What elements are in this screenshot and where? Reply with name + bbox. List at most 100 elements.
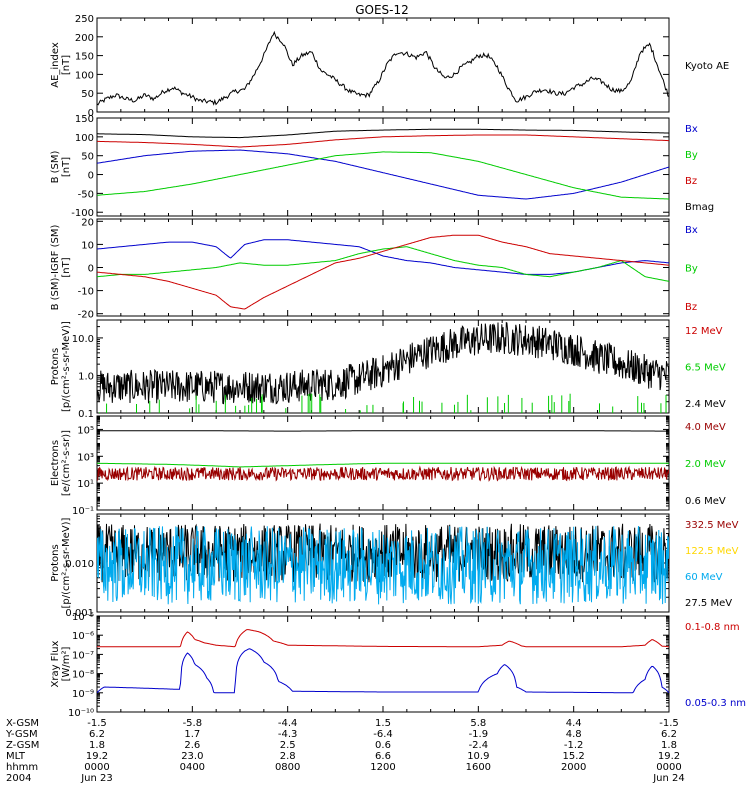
legend-2-0-mev: 2.0 MeV: [685, 459, 726, 470]
series-2-0-mev: [97, 462, 669, 468]
y-tick-label: 50: [81, 152, 94, 163]
y-tick-label: 0.010: [65, 559, 94, 570]
y-tick-label: 0: [88, 264, 94, 275]
y-axis-label: [e/(cm²-s-sr)]: [61, 430, 72, 496]
x-row-value: Jun 24: [652, 773, 685, 784]
y-tick-label: 10⁻⁶: [72, 631, 94, 642]
panel-b-sm: -100 -50 0 50 100 150 B (SM) [nT] Bx By Bz Bmag: [50, 114, 714, 219]
series-bz: [97, 134, 669, 148]
x-row-value: -5.8: [183, 718, 203, 729]
panel-frame: [96, 218, 670, 317]
x-row-value: 0400: [180, 762, 205, 773]
x-row-value: 1200: [370, 762, 395, 773]
series-by: [97, 246, 669, 282]
y-tick-label: 200: [75, 33, 94, 44]
series-bmag: [97, 128, 669, 139]
y-axis-label: [W/m²]: [61, 646, 72, 681]
x-row-value: 6.6: [375, 751, 391, 762]
x-row-value: 10.9: [467, 751, 489, 762]
series-0-05-0-3-nm: [97, 648, 669, 694]
panel-protons-high: 0.001 0.010 Protons [p/(cm²-s-sr-MeV)] 332.5…: [50, 513, 739, 619]
y-axis-label: [nT]: [61, 257, 72, 277]
series-by: [97, 151, 669, 200]
y-tick-label: 10⁻⁷: [72, 650, 94, 661]
x-row-value: 1.7: [184, 729, 200, 740]
x-row-value: 4.4: [566, 718, 582, 729]
legend-6-5-mev: 6.5 MeV: [685, 363, 726, 374]
x-row-value: 4.8: [566, 729, 582, 740]
x-row-value: 2000: [561, 762, 586, 773]
y-tick-label: 1.0: [78, 371, 94, 382]
panel-frame: [96, 17, 670, 113]
x-row-value: 19.2: [86, 751, 108, 762]
panels: 0 50 100 150 200 250 AE_index [nT] Kyoto AE -100 -…: [50, 14, 746, 719]
series-2-4-mev: [97, 321, 669, 405]
y-tick-label: 10⁻¹⁰: [68, 708, 94, 719]
legend-2-4-mev: 2.4 MeV: [685, 399, 726, 410]
series-kyoto-ae: [97, 30, 669, 106]
y-axis-label: B (SM): [50, 150, 61, 183]
x-row-label: MLT: [6, 751, 26, 762]
legend-0-6-mev: 0.6 MeV: [685, 496, 726, 507]
y-tick-label: 10⁵: [77, 425, 94, 436]
legend-by: By: [685, 264, 698, 275]
x-row-value: 15.2: [563, 751, 585, 762]
x-row-label: Z-GSM: [6, 740, 39, 751]
legend-bmag: Bmag: [685, 202, 714, 213]
y-tick-label: 0.001: [65, 608, 94, 619]
x-axis-table: X-GSM -1.5 -5.8 -4.4 1.5 5.8 4.4 -1.5Y-GSM 6.2 1.…: [5, 718, 685, 784]
y-tick-label: 150: [75, 114, 94, 125]
x-row-value: 0.6: [375, 740, 391, 751]
y-tick-label: 10⁻¹: [72, 506, 94, 517]
panel-electrons: 10⁻¹ 10¹ 10³ 10⁵ Electrons [e/(cm²-s-sr)] 4.0 …: [50, 415, 726, 517]
figure-title: GOES-12: [355, 3, 409, 17]
legend-bx: Bx: [685, 225, 698, 236]
y-tick-label: -20: [78, 310, 94, 321]
y-tick-label: 10³: [77, 452, 94, 463]
y-tick-label: 150: [75, 52, 94, 63]
y-axis-label: AE_index: [50, 42, 61, 88]
y-tick-label: 0.1: [78, 409, 94, 420]
legend-4-0-mev: 4.0 MeV: [685, 422, 726, 433]
legend-kyoto-ae: Kyoto AE: [685, 61, 729, 72]
legend-122-5-mev: 122.5 MeV: [685, 546, 739, 557]
y-tick-label: 10⁻⁵: [72, 612, 94, 623]
x-row-value: 1.5: [375, 718, 391, 729]
y-axis-label: Electrons: [50, 440, 61, 486]
x-row-value: 2.8: [280, 751, 296, 762]
x-row-value: -1.2: [564, 740, 584, 751]
x-row-value: -1.5: [87, 718, 107, 729]
x-row-value: 19.2: [658, 751, 680, 762]
x-row-value: 6.2: [89, 729, 105, 740]
x-row-label: X-GSM: [6, 718, 39, 729]
x-row-value: 1.8: [89, 740, 105, 751]
y-tick-label: 20: [81, 217, 94, 228]
y-axis-label: Protons: [50, 348, 61, 385]
x-row-value: 2.6: [184, 740, 200, 751]
legend-0-05-0-3-nm: 0.05-0.3 nm: [685, 698, 746, 709]
y-tick-label: 250: [75, 14, 94, 25]
x-row-value: -4.3: [278, 729, 298, 740]
legend-0-1-0-8-nm: 0.1-0.8 nm: [685, 622, 740, 633]
legend-12-mev: 12 MeV: [685, 326, 723, 337]
x-row-value: 6.2: [661, 729, 677, 740]
legend-bz: Bz: [685, 302, 697, 313]
x-row-value: 2.5: [280, 740, 296, 751]
x-row-value: Jun 23: [80, 773, 113, 784]
series-0-1-0-8-nm: [97, 629, 669, 648]
y-tick-label: -100: [71, 208, 94, 219]
panel-b-igrf: -20 -10 0 10 20 B (SM)-IGRF (SM) [nT] Bx By Bz: [50, 217, 698, 320]
x-row-label: Y-GSM: [5, 729, 38, 740]
panel-frame: [96, 117, 670, 217]
x-row-value: -1.9: [469, 729, 489, 740]
x-row-value: -4.4: [278, 718, 298, 729]
x-row-value: 0000: [84, 762, 109, 773]
x-row-value: 0800: [275, 762, 300, 773]
x-row-value: 0000: [656, 762, 681, 773]
y-axis-label: B (SM)-IGRF (SM): [50, 225, 61, 311]
panel-protons-low: 0.1 1.0 10.0 Protons [p/(cm²-s-sr-MeV)] 12 Me…: [50, 319, 726, 420]
series-bz: [97, 234, 669, 310]
y-axis-label: Protons: [50, 544, 61, 581]
y-tick-label: 100: [75, 133, 94, 144]
y-tick-label: 10⁻⁹: [72, 689, 94, 700]
